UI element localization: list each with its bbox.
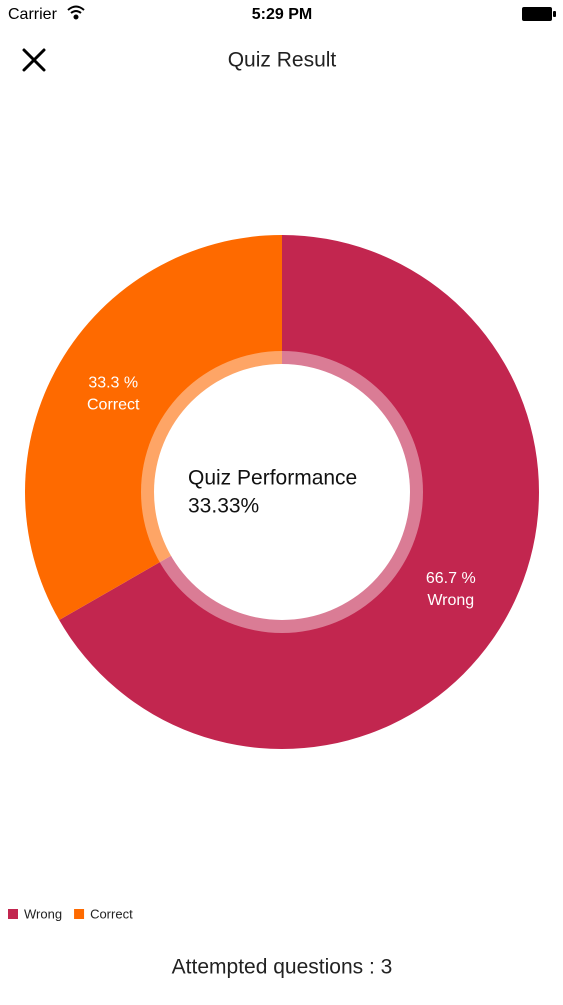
legend-label: Wrong bbox=[24, 906, 62, 921]
carrier: Carrier bbox=[8, 6, 58, 23]
attempted-questions: Attempted questions : 3 bbox=[172, 956, 393, 979]
legend-label: Correct bbox=[90, 906, 133, 921]
nav-title: Quiz Result bbox=[228, 49, 337, 72]
center-title: Quiz Performance bbox=[188, 467, 357, 490]
wifi-icon bbox=[67, 5, 85, 20]
close-button[interactable] bbox=[22, 48, 46, 72]
legend-swatch bbox=[8, 909, 18, 919]
donut-chart: 66.7 % Wrong 33.3 % Correct Quiz Performance… bbox=[24, 235, 539, 749]
slice-category-label: Wrong bbox=[427, 592, 474, 609]
time: 5:29 PM bbox=[252, 6, 312, 23]
battery-icon bbox=[522, 7, 556, 21]
center-value: 33.33% bbox=[188, 495, 259, 518]
slice-category-label: Correct bbox=[87, 397, 140, 414]
slice-value-label: 33.3 % bbox=[88, 375, 138, 392]
donut-hole bbox=[154, 364, 410, 620]
legend-swatch bbox=[74, 909, 85, 919]
slice-value-label: 66.7 % bbox=[426, 570, 476, 587]
